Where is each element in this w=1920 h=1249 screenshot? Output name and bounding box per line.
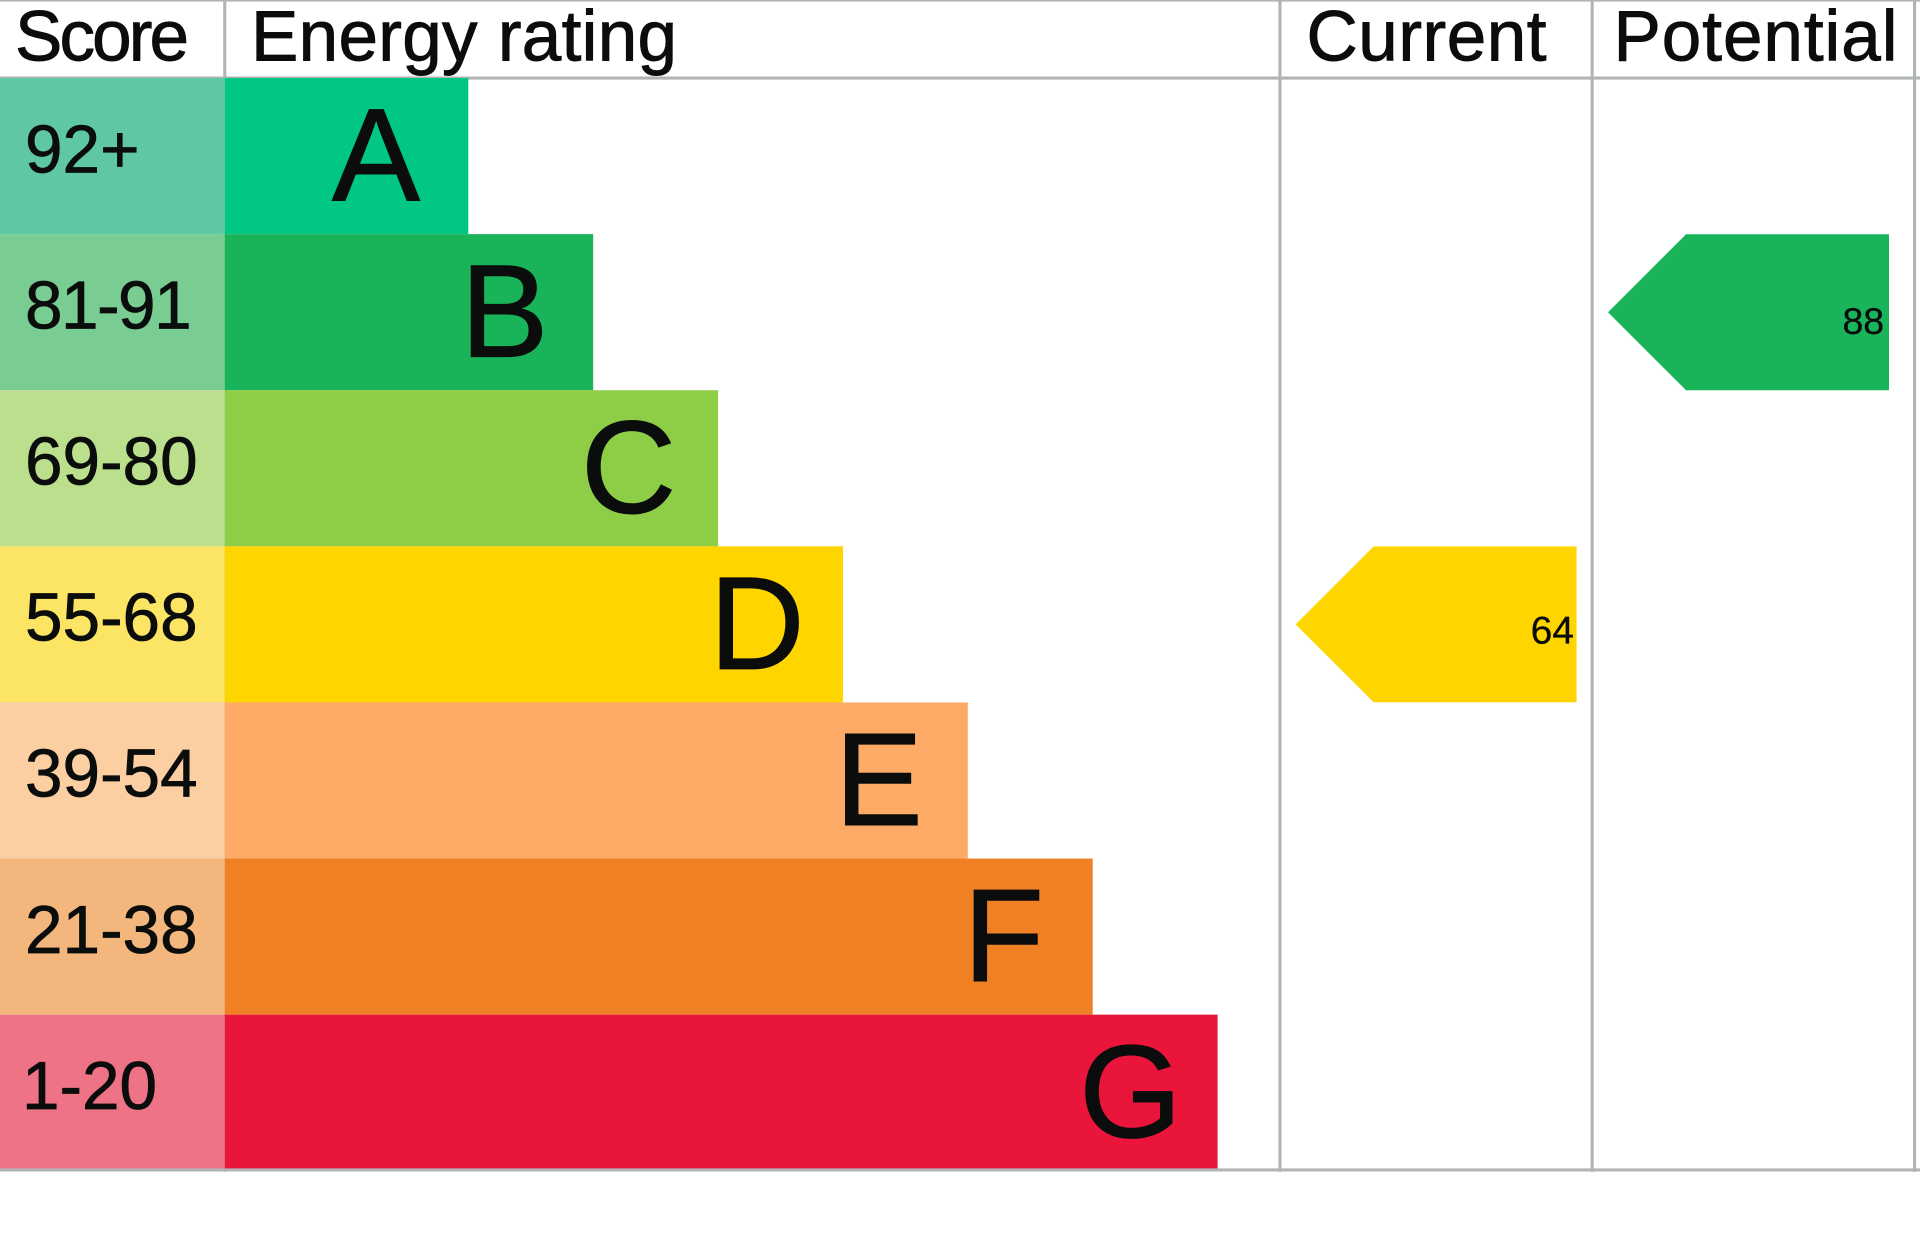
svg-text:92+: 92+ — [25, 112, 140, 187]
svg-text:Score: Score — [15, 0, 189, 77]
svg-text:C: C — [581, 394, 676, 541]
svg-text:81-91: 81-91 — [25, 268, 190, 343]
svg-text:Energy rating: Energy rating — [251, 0, 677, 77]
svg-text:88: 88 — [1842, 300, 1884, 342]
svg-text:Potential: Potential — [1614, 0, 1898, 77]
svg-text:E: E — [835, 706, 923, 853]
svg-text:21-38: 21-38 — [25, 893, 198, 968]
svg-text:A: A — [332, 82, 420, 229]
svg-text:69-80: 69-80 — [25, 425, 198, 500]
svg-text:B: B — [460, 238, 548, 385]
svg-text:D: D — [709, 550, 804, 697]
svg-text:G: G — [1079, 1018, 1182, 1165]
svg-text:F: F — [963, 862, 1044, 1009]
svg-text:64: 64 — [1531, 609, 1574, 652]
svg-text:39-54: 39-54 — [25, 737, 198, 812]
svg-text:1-20: 1-20 — [22, 1049, 157, 1124]
svg-text:Current: Current — [1307, 0, 1547, 77]
svg-text:55-68: 55-68 — [25, 581, 198, 656]
